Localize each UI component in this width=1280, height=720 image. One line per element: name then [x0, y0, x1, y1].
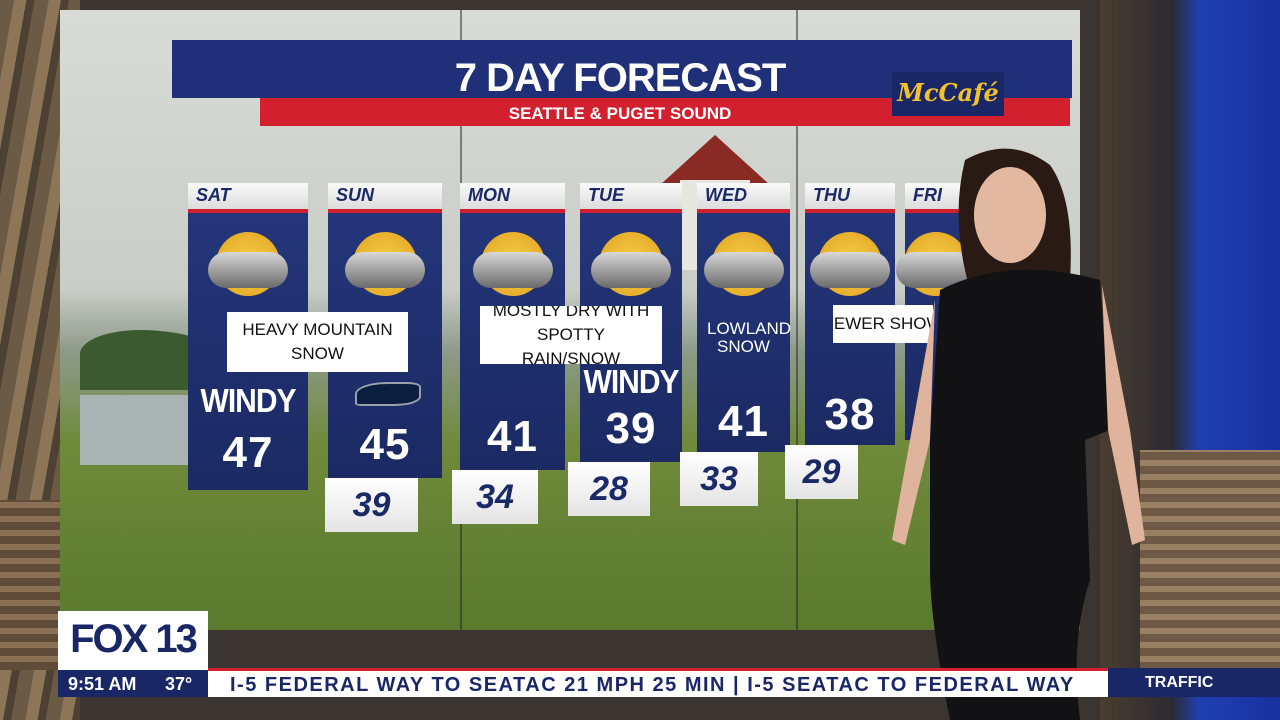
time: 9:51 AM: [68, 674, 137, 694]
day-header: SUN: [328, 183, 442, 209]
weather-cloud: [703, 252, 784, 288]
subtitle: SEATTLE & PUGET SOUND: [508, 104, 732, 123]
high-temp: 45: [359, 420, 411, 469]
station-logo: FOX 13: [70, 617, 198, 661]
logo-box: [58, 611, 208, 670]
callout: FEWER SHOW: [833, 305, 933, 343]
day-header: THU: [805, 183, 895, 209]
callout: HEAVY MOUNTAIN SNOW: [227, 312, 408, 372]
arm: [1102, 285, 1145, 545]
traffic-bar: [1108, 668, 1280, 697]
team-logo: [355, 382, 421, 406]
weather-cloud: [208, 252, 288, 288]
seam: [796, 10, 798, 630]
low-temp: 33: [680, 452, 758, 506]
day-header: WED: [697, 183, 790, 209]
high-temp: 39: [605, 404, 657, 453]
title: 7 DAY FORECAST: [454, 56, 787, 100]
dress: [930, 269, 1110, 720]
weather-cloud: [345, 252, 425, 288]
ticker-label: TRAFFIC: [1145, 674, 1214, 691]
weather-cloud: [810, 252, 890, 288]
condition-tag: WINDY: [583, 364, 680, 401]
condition-note: LOWLAND SNOW: [707, 319, 792, 356]
day-header: TUE: [580, 183, 682, 209]
day-header: SAT: [188, 183, 308, 209]
time-bar: [58, 670, 208, 697]
sponsor-box: [892, 72, 1004, 116]
temperature: 37°: [165, 674, 193, 694]
day-header: MON: [460, 183, 565, 209]
low-temp: 29: [785, 445, 858, 499]
high-temp: 41: [487, 412, 538, 461]
ticker-bar: I-5 FEDERAL WAY TO SEATAC 21 MPH 25 MIN …: [208, 668, 1108, 697]
presenter: [892, 148, 1145, 720]
low-temp: 28: [568, 462, 650, 516]
face: [974, 167, 1046, 263]
ticker-text: I-5 FEDERAL WAY TO SEATAC 21 MPH 25 MIN …: [230, 674, 1075, 696]
day-header: FRI: [905, 183, 967, 209]
low-temp: 39: [325, 478, 418, 532]
low-temp: 34: [452, 470, 538, 524]
high-temp: 47: [222, 428, 274, 477]
stone-pillar: [1140, 450, 1280, 670]
weather-cloud: [472, 252, 553, 288]
weather-cloud: [591, 252, 671, 288]
lighthouse-roof: [660, 135, 770, 185]
arm: [892, 300, 935, 545]
callout: MOSTLY DRY WITH SPOTTY RAIN/SNOW: [480, 306, 662, 364]
condition-tag: WINDY: [200, 383, 297, 420]
high-temp: 41: [718, 397, 769, 446]
high-temp: 38: [824, 390, 876, 439]
sponsor-logo: McCafé: [897, 78, 999, 107]
